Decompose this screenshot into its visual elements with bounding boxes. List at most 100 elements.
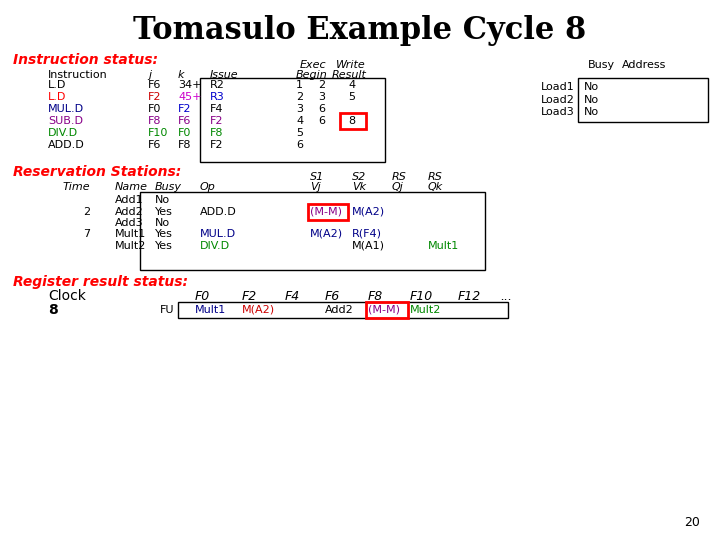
Text: Mult1: Mult1 [115, 229, 146, 239]
Text: 6: 6 [318, 104, 325, 114]
Text: Instruction: Instruction [48, 70, 108, 80]
Text: F0: F0 [148, 104, 161, 114]
Text: Exec: Exec [300, 60, 327, 70]
Text: F4: F4 [210, 104, 223, 114]
Text: DIV.D: DIV.D [200, 241, 230, 251]
Text: 20: 20 [684, 516, 700, 529]
Text: Vj: Vj [310, 182, 320, 192]
Bar [308, 204, 348, 220]
Text: Vk: Vk [352, 182, 366, 192]
Text: Qk: Qk [428, 182, 444, 192]
Text: Clock: Clock [48, 289, 86, 303]
Text: 1: 1 [296, 80, 303, 90]
Text: Result: Result [332, 70, 367, 80]
Text: S2: S2 [352, 172, 366, 182]
Text: F0: F0 [178, 128, 192, 138]
Text: F10: F10 [410, 289, 433, 302]
Text: MUL.D: MUL.D [200, 229, 236, 239]
Text: Add2: Add2 [115, 207, 144, 217]
Bar [200, 78, 385, 162]
Text: Add2: Add2 [325, 305, 354, 315]
Text: F8: F8 [210, 128, 223, 138]
Text: F12: F12 [458, 289, 481, 302]
Text: 34+: 34+ [178, 80, 202, 90]
Text: F6: F6 [178, 116, 192, 126]
Text: F2: F2 [148, 92, 161, 102]
Text: Mult1: Mult1 [428, 241, 459, 251]
Text: DIV.D: DIV.D [48, 128, 78, 138]
Text: 5: 5 [296, 128, 303, 138]
Text: F10: F10 [148, 128, 168, 138]
Text: 4: 4 [348, 80, 355, 90]
Text: Tomasulo Example Cycle 8: Tomasulo Example Cycle 8 [133, 15, 587, 45]
Text: SUB.D: SUB.D [48, 116, 83, 126]
Bar [340, 113, 366, 129]
Text: 8: 8 [348, 116, 355, 126]
Text: Load1: Load1 [541, 82, 575, 92]
Text: Register result status:: Register result status: [13, 275, 188, 289]
Text: F8: F8 [178, 140, 192, 150]
Text: F2: F2 [210, 116, 223, 126]
Text: F6: F6 [325, 289, 341, 302]
Text: 7: 7 [83, 229, 90, 239]
Text: M(A2): M(A2) [242, 305, 275, 315]
Text: No: No [584, 107, 599, 117]
Text: No: No [584, 82, 599, 92]
Text: ...: ... [500, 289, 512, 302]
Text: No: No [155, 195, 170, 205]
Text: RS: RS [428, 172, 443, 182]
Text: 5: 5 [348, 92, 355, 102]
Text: RS: RS [392, 172, 407, 182]
Text: S1: S1 [310, 172, 324, 182]
Text: F6: F6 [148, 140, 161, 150]
Text: M(A2): M(A2) [310, 229, 343, 239]
Text: F4: F4 [285, 289, 300, 302]
Text: 3: 3 [296, 104, 303, 114]
Text: L.D: L.D [48, 92, 66, 102]
Text: No: No [155, 218, 170, 228]
Text: Yes: Yes [155, 241, 173, 251]
Text: ADD.D: ADD.D [200, 207, 237, 217]
Text: Time: Time [63, 182, 90, 192]
Text: Begin: Begin [296, 70, 328, 80]
Text: Yes: Yes [155, 207, 173, 217]
Text: Write: Write [336, 60, 366, 70]
Text: Issue: Issue [210, 70, 238, 80]
Text: 2: 2 [318, 80, 325, 90]
Text: F2: F2 [178, 104, 192, 114]
Text: Op: Op [200, 182, 216, 192]
Text: Reservation Stations:: Reservation Stations: [13, 165, 181, 179]
Text: No: No [584, 95, 599, 105]
Text: L.D: L.D [48, 80, 66, 90]
Text: Load2: Load2 [541, 95, 575, 105]
Text: Load3: Load3 [541, 107, 575, 117]
Text: R3: R3 [210, 92, 225, 102]
Text: MUL.D: MUL.D [48, 104, 84, 114]
Text: R(F4): R(F4) [352, 229, 382, 239]
Text: Add3: Add3 [115, 218, 143, 228]
Text: Qj: Qj [392, 182, 404, 192]
Text: Mult2: Mult2 [410, 305, 441, 315]
Text: j: j [148, 70, 151, 80]
Text: F2: F2 [210, 140, 223, 150]
Bar [140, 192, 485, 270]
Text: F6: F6 [148, 80, 161, 90]
Text: F0: F0 [195, 289, 210, 302]
Text: Address: Address [622, 60, 667, 70]
Text: (M-M): (M-M) [310, 207, 342, 217]
Text: 2: 2 [296, 92, 303, 102]
Text: Name: Name [115, 182, 148, 192]
Text: Mult2: Mult2 [115, 241, 146, 251]
Text: Yes: Yes [155, 229, 173, 239]
Bar [366, 302, 408, 318]
Text: 6: 6 [318, 116, 325, 126]
Text: 45+: 45+ [178, 92, 202, 102]
Text: 4: 4 [296, 116, 303, 126]
Text: FU: FU [160, 305, 174, 315]
Bar [178, 302, 508, 318]
Bar [578, 78, 708, 122]
Text: (M-M): (M-M) [368, 305, 400, 315]
Text: 6: 6 [296, 140, 303, 150]
Text: 8: 8 [48, 303, 58, 317]
Text: M(A1): M(A1) [352, 241, 385, 251]
